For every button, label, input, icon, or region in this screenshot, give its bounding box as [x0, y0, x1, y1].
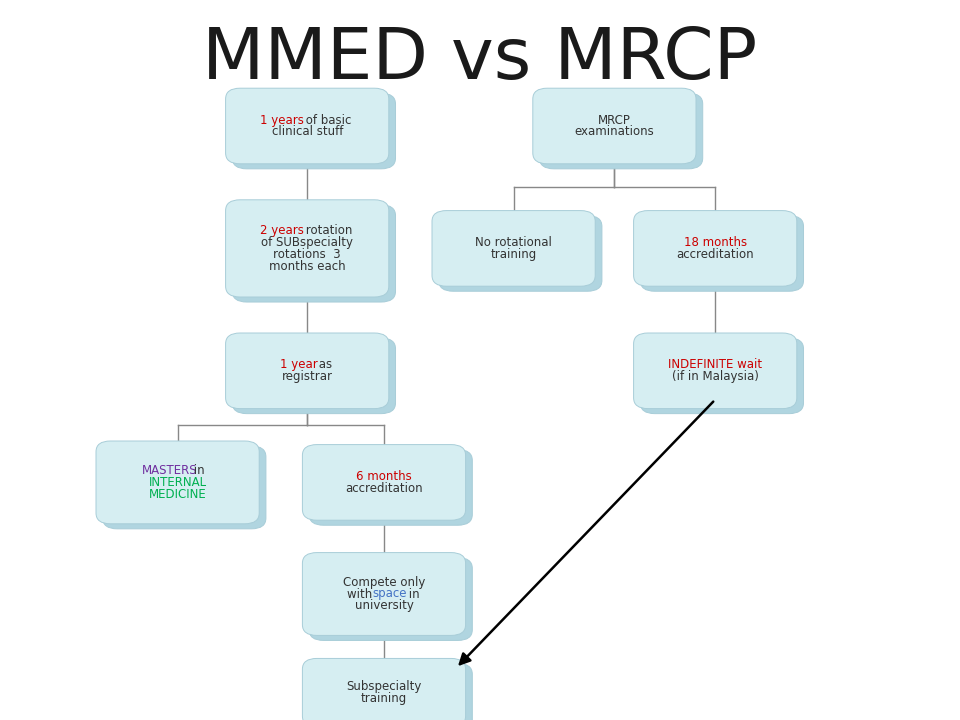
- FancyBboxPatch shape: [103, 446, 266, 528]
- Text: months each: months each: [269, 260, 346, 273]
- Text: No rotational: No rotational: [475, 236, 552, 249]
- Text: 1 year: 1 year: [280, 359, 318, 372]
- Text: examinations: examinations: [574, 125, 655, 138]
- FancyBboxPatch shape: [302, 658, 466, 720]
- Text: clinical stuff: clinical stuff: [272, 125, 343, 138]
- Text: MASTERS: MASTERS: [141, 464, 197, 477]
- Text: training: training: [361, 692, 407, 705]
- Text: university: university: [354, 599, 414, 613]
- Text: with: with: [348, 588, 376, 600]
- FancyBboxPatch shape: [634, 210, 797, 286]
- FancyBboxPatch shape: [533, 89, 696, 164]
- Text: MRCP: MRCP: [598, 114, 631, 127]
- FancyBboxPatch shape: [309, 664, 472, 720]
- Text: as: as: [315, 359, 332, 372]
- Text: (if in Malaysia): (if in Malaysia): [672, 370, 758, 383]
- FancyBboxPatch shape: [226, 89, 389, 164]
- FancyBboxPatch shape: [432, 210, 595, 286]
- Text: 18 months: 18 months: [684, 236, 747, 249]
- Text: INTERNAL: INTERNAL: [149, 476, 206, 489]
- Text: 1 years: 1 years: [260, 114, 304, 127]
- Text: MMED vs MRCP: MMED vs MRCP: [203, 25, 757, 94]
- Text: of SUBspecialty: of SUBspecialty: [261, 236, 353, 249]
- Text: in: in: [404, 588, 420, 600]
- Text: space: space: [372, 588, 407, 600]
- Text: in: in: [190, 464, 204, 477]
- FancyBboxPatch shape: [309, 449, 472, 526]
- FancyBboxPatch shape: [640, 338, 804, 413]
- Text: 2 years: 2 years: [260, 224, 304, 237]
- FancyBboxPatch shape: [302, 444, 466, 520]
- Text: Compete only: Compete only: [343, 575, 425, 589]
- Text: Subspecialty: Subspecialty: [347, 680, 421, 693]
- Text: accreditation: accreditation: [346, 482, 422, 495]
- Text: registrar: registrar: [281, 370, 333, 383]
- FancyBboxPatch shape: [439, 216, 602, 291]
- FancyBboxPatch shape: [634, 333, 797, 409]
- Text: rotations  3: rotations 3: [274, 248, 341, 261]
- FancyBboxPatch shape: [232, 93, 396, 169]
- FancyBboxPatch shape: [226, 199, 389, 297]
- Text: MEDICINE: MEDICINE: [149, 487, 206, 501]
- FancyBboxPatch shape: [309, 557, 472, 641]
- FancyBboxPatch shape: [302, 553, 466, 636]
- FancyBboxPatch shape: [226, 333, 389, 409]
- FancyBboxPatch shape: [232, 204, 396, 302]
- Text: 6 months: 6 months: [356, 470, 412, 483]
- FancyBboxPatch shape: [540, 93, 703, 169]
- Text: training: training: [491, 248, 537, 261]
- FancyBboxPatch shape: [96, 441, 259, 524]
- FancyBboxPatch shape: [640, 216, 804, 291]
- Text: of basic: of basic: [302, 114, 351, 127]
- Text: rotation: rotation: [301, 224, 352, 237]
- Text: INDEFINITE wait: INDEFINITE wait: [668, 359, 762, 372]
- FancyBboxPatch shape: [232, 338, 396, 413]
- Text: accreditation: accreditation: [677, 248, 754, 261]
